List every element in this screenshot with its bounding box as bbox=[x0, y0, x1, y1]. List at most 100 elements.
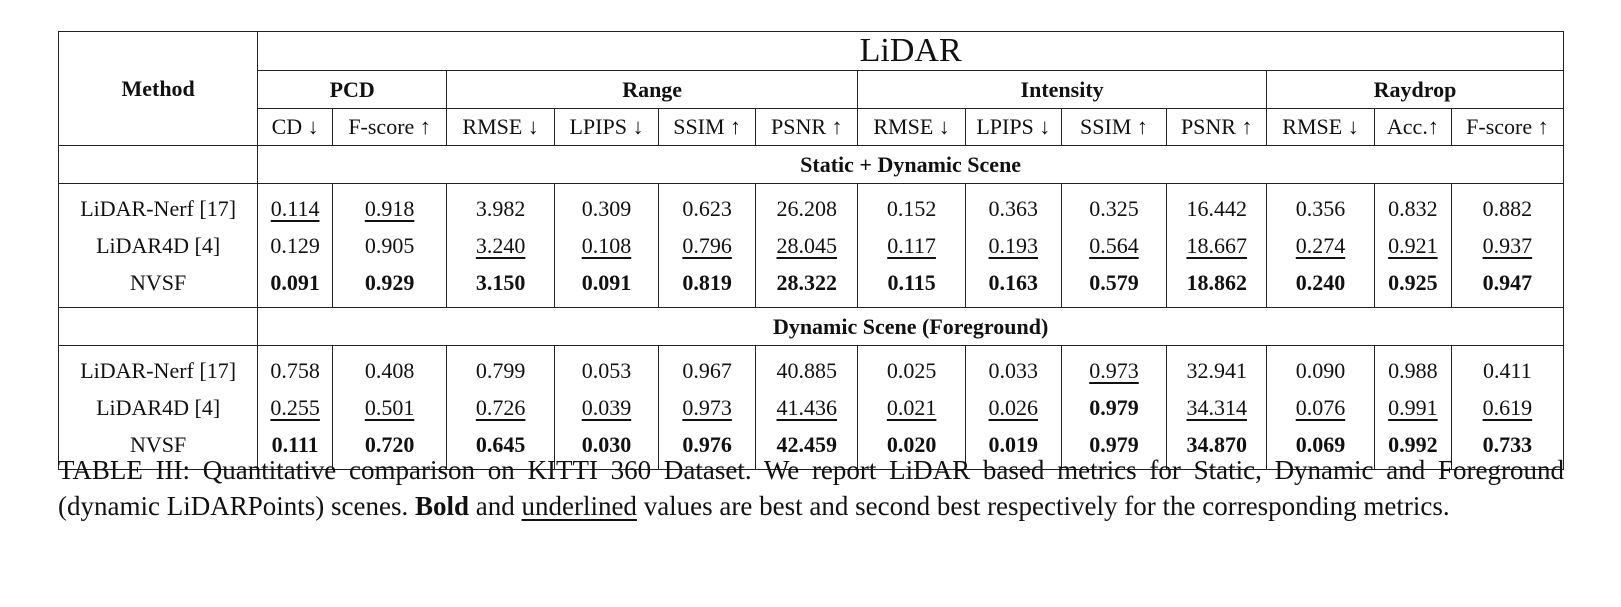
metric-value: 0.564 bbox=[1089, 232, 1139, 258]
value-cell: 0.979 bbox=[1060, 389, 1168, 426]
column-header: RMSE ↓ bbox=[857, 108, 967, 146]
column-header: F-score ↑ bbox=[1450, 108, 1565, 146]
metric-value: 0.991 bbox=[1388, 394, 1438, 420]
metric-value: 0.411 bbox=[1483, 357, 1532, 383]
column-header: F-score ↑ bbox=[331, 108, 448, 146]
metric-value: 0.111 bbox=[271, 431, 319, 457]
group-header: Intensity bbox=[857, 70, 1268, 109]
metric-value: 0.309 bbox=[581, 195, 632, 221]
value-cell: 0.796 bbox=[657, 227, 757, 264]
value-cell: 0.579 bbox=[1060, 264, 1168, 308]
metric-value: 0.115 bbox=[887, 269, 936, 295]
value-cell: 0.076 bbox=[1266, 389, 1375, 426]
section-title: Dynamic Scene (Foreground) bbox=[257, 307, 1564, 346]
value-cell: 0.069 bbox=[1266, 426, 1375, 470]
metric-value: 28.045 bbox=[776, 232, 838, 258]
value-cell: 0.115 bbox=[857, 264, 967, 308]
column-header: RMSE ↓ bbox=[446, 108, 556, 146]
value-cell: 0.918 bbox=[331, 183, 448, 227]
metric-value: 0.758 bbox=[270, 357, 320, 383]
metric-value: 0.929 bbox=[364, 269, 415, 295]
metric-value: 0.039 bbox=[581, 394, 632, 420]
metric-value: 0.363 bbox=[988, 195, 1039, 221]
value-cell: 0.020 bbox=[857, 426, 967, 470]
method-cell: NVSF bbox=[57, 426, 259, 470]
value-cell: 0.325 bbox=[1060, 183, 1168, 227]
metric-value: 18.862 bbox=[1186, 269, 1247, 295]
value-cell: 0.039 bbox=[554, 389, 659, 426]
column-header: LPIPS ↓ bbox=[554, 108, 659, 146]
method-header: Method bbox=[57, 31, 259, 146]
method-cell: LiDAR4D [4] bbox=[57, 227, 259, 264]
metric-value: 0.967 bbox=[682, 357, 732, 383]
value-cell: 0.108 bbox=[554, 227, 659, 264]
value-cell: 18.667 bbox=[1166, 227, 1268, 264]
metric-value: 3.982 bbox=[475, 195, 526, 221]
metric-value: 41.436 bbox=[776, 394, 838, 420]
value-cell: 0.619 bbox=[1450, 389, 1565, 426]
section-spacer-cell bbox=[57, 145, 259, 184]
column-header: CD ↓ bbox=[257, 108, 333, 146]
metric-value: 0.025 bbox=[886, 357, 937, 383]
metric-value: 18.667 bbox=[1186, 232, 1247, 258]
caption-text: and bbox=[468, 491, 522, 521]
metric-value: 0.882 bbox=[1482, 195, 1533, 221]
value-cell: 0.363 bbox=[965, 183, 1062, 227]
method-cell: LiDAR-Nerf [17] bbox=[57, 345, 259, 389]
metric-value: 0.053 bbox=[581, 357, 632, 383]
metric-value: 0.796 bbox=[682, 232, 732, 258]
metric-value: 0.020 bbox=[886, 431, 937, 457]
value-cell: 0.973 bbox=[1060, 345, 1168, 389]
value-cell: 0.193 bbox=[965, 227, 1062, 264]
caption-underlined-word: underlined bbox=[521, 491, 637, 521]
metric-value: 0.992 bbox=[1388, 431, 1438, 457]
metric-value: 0.030 bbox=[581, 431, 632, 457]
value-cell: 41.436 bbox=[755, 389, 859, 426]
value-cell: 0.973 bbox=[657, 389, 757, 426]
section-row: Dynamic Scene (Foreground) bbox=[57, 307, 1564, 346]
metric-value: 0.114 bbox=[270, 195, 320, 221]
value-cell: 0.356 bbox=[1266, 183, 1375, 227]
value-cell: 0.411 bbox=[1450, 345, 1565, 389]
group-header-row: PCD Range Intensity Raydrop bbox=[59, 70, 1564, 109]
metric-value: 26.208 bbox=[776, 195, 838, 221]
value-cell: 0.758 bbox=[257, 345, 333, 389]
value-cell: 0.832 bbox=[1373, 183, 1452, 227]
metric-value: 0.579 bbox=[1089, 269, 1139, 295]
metric-value: 0.726 bbox=[475, 394, 526, 420]
metric-value: 0.979 bbox=[1089, 394, 1139, 420]
metric-value: 0.619 bbox=[1482, 394, 1533, 420]
group-header: Range bbox=[446, 70, 859, 109]
value-cell: 0.309 bbox=[554, 183, 659, 227]
value-cell: 0.733 bbox=[1450, 426, 1565, 470]
metric-value: 0.973 bbox=[1089, 357, 1139, 383]
table-row: NVSF 0.111 0.720 0.645 0.030 0.976 42.459 0.020… bbox=[57, 426, 1565, 470]
value-cell: 3.240 bbox=[446, 227, 556, 264]
table-row: LiDAR-Nerf [17] 0.114 0.918 3.982 0.309 0.623… bbox=[57, 183, 1565, 227]
metric-value: 28.322 bbox=[776, 269, 838, 295]
group-header: PCD bbox=[257, 70, 448, 109]
table-caption: TABLE III: Quantitative comparison on KI… bbox=[58, 452, 1564, 524]
lidar-header: LiDAR bbox=[257, 31, 1564, 71]
results-table: Method LiDAR PCD Range Intensity Raydrop CD… bbox=[57, 31, 1565, 470]
caption-bold-word: Bold bbox=[414, 491, 469, 521]
value-cell: 18.862 bbox=[1166, 264, 1268, 308]
caption-text: values are best and second best respecti… bbox=[636, 491, 1450, 521]
value-cell: 0.905 bbox=[331, 227, 448, 264]
metric-value: 0.720 bbox=[364, 431, 415, 457]
metric-value: 0.019 bbox=[988, 431, 1039, 457]
value-cell: 34.314 bbox=[1166, 389, 1268, 426]
metric-value: 0.905 bbox=[364, 232, 415, 258]
metric-value: 0.979 bbox=[1089, 431, 1139, 457]
value-cell: 0.255 bbox=[257, 389, 333, 426]
value-cell: 0.091 bbox=[554, 264, 659, 308]
value-cell: 0.240 bbox=[1266, 264, 1375, 308]
column-header: PSNR ↑ bbox=[755, 108, 859, 146]
value-cell: 0.501 bbox=[331, 389, 448, 426]
method-cell: LiDAR-Nerf [17] bbox=[57, 183, 259, 227]
metric-value: 0.069 bbox=[1295, 431, 1346, 457]
metric-value: 0.255 bbox=[270, 394, 320, 420]
value-cell: 0.979 bbox=[1060, 426, 1168, 470]
table-row: LiDAR4D [4] 0.129 0.905 3.240 0.108 0.796 28.0… bbox=[57, 227, 1565, 264]
metric-value: 0.076 bbox=[1295, 394, 1346, 420]
